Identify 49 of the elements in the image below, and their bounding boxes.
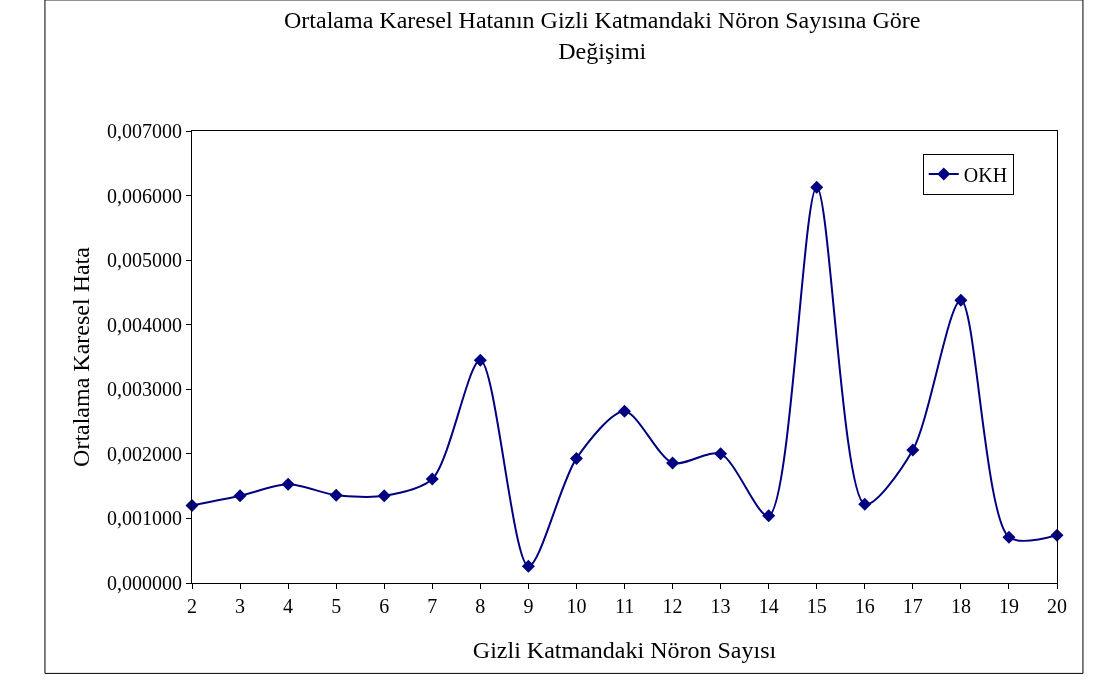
y-axis-title: Ortalama Karesel Hata [68, 246, 95, 467]
point [521, 559, 535, 573]
x-tick-label: 3 [235, 595, 246, 617]
point [762, 509, 776, 523]
point [473, 353, 487, 367]
x-tick-label: 4 [283, 595, 294, 617]
y-tick-label: 0,000000 [107, 572, 182, 594]
x-tick-label: 20 [1047, 595, 1067, 617]
point [377, 489, 391, 503]
y-tick-label: 0,004000 [107, 313, 182, 336]
x-tick-label: 7 [427, 595, 438, 617]
x-tick-label: 5 [331, 595, 342, 617]
x-tick-label: 10 [566, 595, 587, 617]
point [858, 497, 872, 511]
y-tick-label: 0,003000 [107, 378, 182, 401]
x-tick-label: 2 [187, 595, 197, 617]
x-tick-label: 17 [902, 595, 923, 617]
x-tick-label: 12 [662, 595, 683, 617]
y-tick-label: 0,002000 [107, 442, 182, 465]
x-tick-label: 16 [854, 595, 875, 617]
y-tick-label: 0,007000 [107, 120, 182, 142]
x-tick-label: 18 [950, 595, 971, 617]
x-axis-title: Gizli Katmandaki Nöron Sayısı [472, 637, 777, 664]
point [1002, 530, 1016, 544]
point [185, 499, 199, 513]
point [906, 443, 920, 457]
x-tick-label: 15 [806, 595, 827, 617]
x-tick-label: 14 [758, 595, 779, 617]
point [281, 477, 295, 491]
point [954, 293, 968, 307]
x-tick-label: 13 [710, 595, 731, 617]
y-tick-label: 0,005000 [107, 249, 182, 272]
y-tick-label: 0,001000 [107, 507, 182, 530]
point [233, 489, 247, 503]
point [569, 451, 583, 465]
chart-title: Ortalama Karesel Hatanın Gizli Katmandaki Nöron Sayısına Göre Değişimi [284, 6, 921, 64]
point [329, 488, 343, 502]
point [714, 447, 728, 461]
x-tick-label: 9 [523, 595, 534, 617]
point [425, 472, 439, 486]
x-tick-label: 19 [998, 595, 1019, 617]
y-tick-label: 0,006000 [107, 184, 182, 207]
point [666, 456, 680, 470]
x-tick-label: 6 [379, 595, 390, 617]
x-tick-label: 11 [614, 595, 635, 617]
legend-label: OKH [963, 163, 1008, 186]
point [810, 180, 824, 194]
x-tick-label: 8 [475, 595, 486, 617]
point [618, 404, 631, 418]
